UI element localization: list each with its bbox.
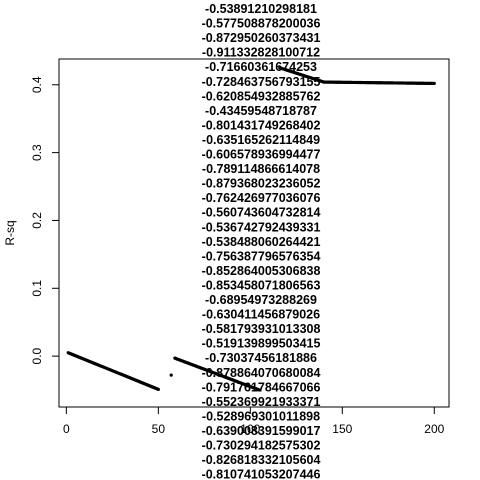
y-axis-title: R-sq — [3, 220, 17, 245]
x-tick-label: 150 — [332, 422, 352, 436]
overlay-value-label: -0.620854932885762 — [202, 89, 321, 103]
overlay-value-label: -0.791761784667066 — [202, 380, 321, 394]
data-point — [169, 373, 173, 377]
data-point — [156, 387, 160, 391]
overlay-value-label: -0.53891210298181 — [205, 2, 317, 16]
x-tick-label: 50 — [152, 422, 166, 436]
overlay-value-label: -0.789114866614078 — [202, 162, 320, 176]
overlay-value-label: -0.635165262114849 — [202, 133, 320, 147]
overlay-value-label: -0.852864005306838 — [202, 264, 321, 278]
overlay-value-label: -0.528969301011898 — [202, 409, 320, 423]
overlay-value-label: -0.606578936994477 — [202, 148, 321, 162]
y-axis: 0.0 0.1 0.2 0.3 0.4 — [30, 76, 60, 364]
overlay-value-label: -0.538488060264421 — [202, 235, 321, 249]
overlay-value-label: -0.552369921933371 — [202, 395, 321, 409]
overlay-value-label: -0.801431749268402 — [202, 118, 321, 132]
overlay-value-label: -0.560743604732814 — [202, 206, 321, 220]
overlay-value-label: -0.43459548718787 — [205, 104, 317, 118]
overlay-labels: -0.53891210298181-0.577508878200036-0.87… — [202, 2, 321, 480]
overlay-value-label: -0.872950260373431 — [202, 31, 321, 45]
overlay-value-label: -0.73037456181886 — [205, 351, 317, 365]
y-tick-label: 0.1 — [30, 280, 44, 297]
data-points — [66, 66, 436, 392]
overlay-value-label: -0.762426977036076 — [202, 191, 321, 205]
overlay-value-label: -0.879368023236052 — [202, 177, 321, 191]
overlay-value-label: -0.639008391599017 — [202, 424, 321, 438]
y-tick-label: 0.0 — [30, 347, 44, 364]
overlay-value-label: -0.519139899503415 — [202, 337, 321, 351]
x-axis: 0 50 100 150 200 — [63, 406, 445, 436]
overlay-value-label: -0.810741053207446 — [202, 468, 321, 480]
y-tick-label: 0.2 — [30, 212, 44, 229]
y-tick-label: 0.4 — [30, 76, 44, 93]
overlay-value-label: -0.911332828100712 — [202, 46, 320, 60]
overlay-value-label: -0.730294182575302 — [202, 439, 321, 453]
overlay-value-label: -0.826818332105604 — [202, 453, 321, 467]
overlay-value-label: -0.71660361674253 — [205, 60, 317, 74]
overlay-value-label: -0.581793931013308 — [202, 322, 321, 336]
overlay-value-label: -0.577508878200036 — [202, 17, 321, 31]
overlay-value-label: -0.728463756793155 — [202, 75, 321, 89]
overlay-value-label: -0.756387796576354 — [202, 249, 321, 263]
data-point — [257, 388, 262, 392]
x-tick-label: 100 — [240, 422, 260, 436]
overlay-value-label: -0.68954973288269 — [205, 293, 317, 307]
y-tick-label: 0.3 — [30, 144, 44, 161]
x-tick-label: 0 — [63, 422, 70, 436]
x-tick-label: 200 — [424, 422, 444, 436]
overlay-value-label: -0.878864070680084 — [202, 366, 321, 380]
overlay-value-label: -0.630411456879026 — [202, 308, 320, 322]
overlay-value-label: -0.536742792439331 — [202, 220, 321, 234]
data-point — [432, 81, 436, 86]
overlay-value-label: -0.853458071806563 — [202, 278, 321, 292]
